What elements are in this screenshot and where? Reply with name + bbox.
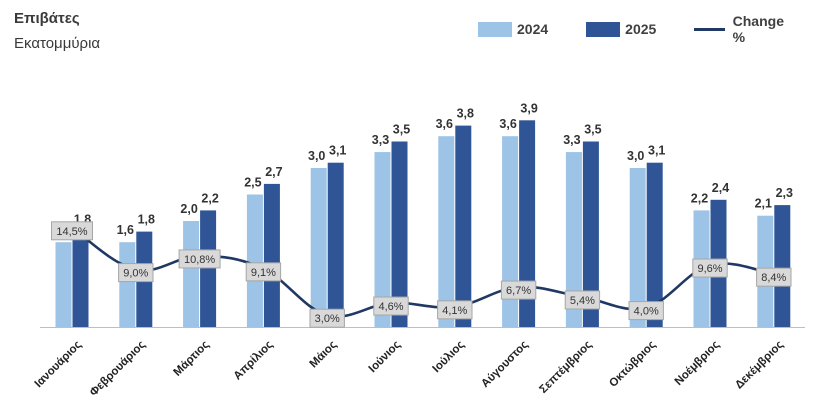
change-label: 5,4% bbox=[570, 295, 595, 307]
change-label: 6,7% bbox=[506, 285, 531, 297]
legend-item-change: Change % bbox=[694, 13, 793, 45]
bar-2025 bbox=[200, 210, 217, 327]
bar-2024 bbox=[565, 152, 582, 327]
change-label-box bbox=[756, 267, 792, 287]
category-label: Μάιος bbox=[308, 339, 340, 371]
change-label: 4,6% bbox=[378, 301, 403, 313]
bar-label-2025: 2,4 bbox=[712, 181, 729, 195]
bar-label-2024: 2,2 bbox=[691, 191, 708, 205]
bar-2025 bbox=[391, 141, 408, 327]
change-label: 4,1% bbox=[442, 305, 467, 317]
bar-label-2025: 3,1 bbox=[329, 144, 346, 158]
bar-label-2024: 3,0 bbox=[627, 149, 644, 163]
change-label-box bbox=[118, 263, 154, 283]
bar-2024 bbox=[629, 168, 646, 327]
change-label: 9,0% bbox=[123, 268, 148, 280]
change-label-box bbox=[564, 290, 601, 310]
change-label: 4,0% bbox=[634, 306, 659, 318]
bar-label-2025: 1,8 bbox=[138, 213, 155, 227]
bar-2024 bbox=[374, 152, 391, 327]
bar-2024 bbox=[438, 136, 455, 327]
change-label: 10,8% bbox=[184, 254, 215, 266]
category-label: Σεπτέμβριος bbox=[537, 339, 594, 396]
legend-swatch-2024 bbox=[478, 21, 512, 37]
bar-label-2025: 2,2 bbox=[201, 191, 218, 205]
legend-item-2024: 2024 bbox=[478, 21, 548, 37]
bar-label-2024: 2,5 bbox=[244, 176, 261, 190]
bar-label-2024: 1,6 bbox=[117, 223, 134, 237]
bar-label-2024: 3,6 bbox=[499, 117, 516, 131]
category-label: Απρίλιος bbox=[232, 339, 276, 383]
bar-2025 bbox=[582, 141, 599, 327]
legend-label-2025: 2025 bbox=[625, 21, 657, 37]
category-label: Ιούνιος bbox=[367, 339, 403, 375]
bar-2025 bbox=[455, 125, 472, 327]
bar-2025 bbox=[774, 205, 791, 327]
bar-label-2024: 3,0 bbox=[308, 149, 325, 163]
category-label: Ιανουάριος bbox=[33, 339, 84, 390]
change-label-box bbox=[437, 300, 473, 320]
bar-label-2025: 3,8 bbox=[457, 107, 474, 121]
change-label: 3,0% bbox=[315, 313, 340, 325]
bar-label-2024: 3,6 bbox=[436, 117, 453, 131]
category-label: Δεκέμβριος bbox=[733, 339, 786, 392]
bar-2025 bbox=[263, 183, 280, 327]
bar-label-2025: 3,9 bbox=[520, 101, 537, 115]
legend-swatch-2025 bbox=[586, 21, 621, 37]
legend-label-2024: 2024 bbox=[517, 21, 549, 37]
category-label: Αύγουστος bbox=[479, 339, 530, 390]
bar-label-2025: 2,7 bbox=[265, 165, 282, 179]
bar-label-2025: 3,5 bbox=[393, 123, 410, 137]
legend-line-change bbox=[694, 27, 725, 31]
bar-2024 bbox=[310, 168, 327, 327]
bar-2025 bbox=[519, 120, 536, 327]
bar-2025 bbox=[327, 162, 344, 327]
bar-2024 bbox=[246, 194, 263, 327]
change-label-box bbox=[373, 296, 409, 316]
change-label-box bbox=[178, 249, 221, 269]
legend-item-2025: 2025 bbox=[586, 21, 656, 37]
bar-label-2025: 2,3 bbox=[776, 186, 793, 200]
bar-label-2024: 2,0 bbox=[180, 202, 197, 216]
category-label: Φεβρουάριος bbox=[88, 339, 148, 399]
change-line bbox=[70, 226, 776, 318]
bar-2025 bbox=[646, 162, 663, 327]
category-label: Οκτώβριος bbox=[607, 339, 658, 390]
bar-label-2024: 3,3 bbox=[563, 133, 580, 147]
change-label-box bbox=[628, 301, 664, 321]
bar-label-2025: 3,5 bbox=[584, 123, 601, 137]
bar-label-2024: 2,1 bbox=[755, 197, 772, 211]
chart-subtitle: Εκατομμύρια bbox=[14, 35, 101, 52]
change-label-box bbox=[51, 221, 93, 241]
bar-2024 bbox=[119, 242, 136, 327]
bar-2024 bbox=[502, 136, 519, 327]
bar-label-2024: 3,3 bbox=[372, 133, 389, 147]
legend-label-change: Change % bbox=[732, 13, 784, 45]
change-label: 14,5% bbox=[56, 226, 87, 238]
change-label-box bbox=[309, 308, 345, 328]
change-label: 8,4% bbox=[761, 272, 786, 284]
category-label: Μάρτιος bbox=[172, 339, 212, 379]
bar-label-2025: 3,1 bbox=[648, 144, 665, 158]
legend: 2024 2025 Change % bbox=[478, 13, 831, 45]
category-label: Ιούλιος bbox=[430, 339, 466, 375]
bar-2024 bbox=[183, 221, 200, 327]
bar-2024 bbox=[55, 242, 72, 327]
change-label: 9,1% bbox=[251, 267, 276, 279]
chart-title: Επιβάτες bbox=[14, 10, 80, 27]
category-label: Νοέμβριος bbox=[673, 339, 722, 388]
change-label-box bbox=[245, 262, 282, 282]
bar-2025 bbox=[72, 231, 89, 327]
change-label: 9,6% bbox=[697, 263, 722, 275]
change-label-box bbox=[500, 280, 537, 300]
change-label-box bbox=[692, 258, 728, 278]
